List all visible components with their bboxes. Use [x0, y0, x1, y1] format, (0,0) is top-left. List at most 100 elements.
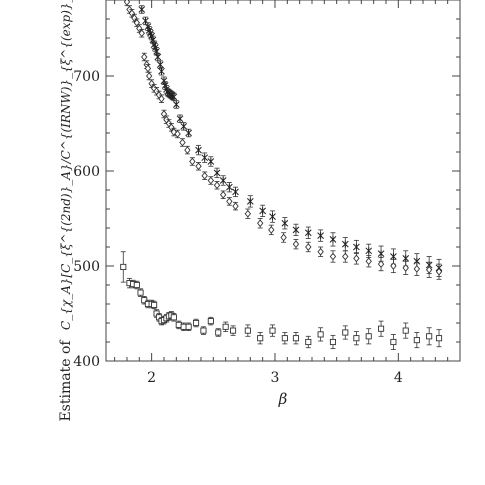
series-diamond: [123, 0, 443, 280]
data-point-square: [257, 332, 264, 345]
data-point-diamond: [145, 71, 153, 81]
data-point-square: [192, 318, 200, 328]
data-point-square: [317, 327, 324, 342]
data-point-square: [175, 320, 182, 330]
data-point-diamond: [179, 138, 186, 147]
data-point-diamond: [207, 176, 215, 185]
data-point-diamond: [257, 218, 264, 229]
data-point-star: [195, 144, 202, 156]
data-point-star: [225, 181, 233, 193]
data-point-square: [185, 322, 192, 332]
data-point-square: [292, 332, 300, 345]
data-point-square: [229, 325, 237, 336]
data-point-star: [213, 167, 221, 179]
data-point-square: [222, 321, 229, 332]
data-point-square: [390, 333, 397, 351]
data-point-diamond: [189, 157, 196, 166]
data-point-star: [353, 239, 360, 255]
data-point-star: [172, 100, 180, 109]
data-point-diamond: [305, 241, 312, 253]
data-point-diamond: [244, 208, 252, 219]
y-tick-label: 700: [73, 69, 100, 85]
data-point-square: [269, 324, 276, 337]
data-point-diamond: [425, 261, 433, 278]
data-point-star: [138, 5, 146, 14]
axis-ticks: [106, 0, 460, 362]
data-point-diamond: [402, 260, 409, 275]
data-point-star: [207, 156, 215, 167]
data-point-star: [160, 76, 168, 85]
data-point-square: [120, 251, 127, 283]
x-tick-label: 3: [271, 370, 280, 386]
data-point-star: [232, 186, 239, 198]
data-point-star: [170, 92, 178, 102]
data-point-diamond: [226, 197, 233, 206]
data-point-star: [341, 237, 349, 252]
data-point-diamond: [353, 252, 360, 265]
data-point-star: [176, 114, 184, 123]
data-point-diamond: [365, 255, 372, 268]
data-point-diamond: [377, 257, 385, 272]
data-point-star: [317, 229, 324, 242]
data-point-star: [201, 152, 209, 163]
x-tick-label: 2: [147, 370, 156, 386]
data-point-star: [269, 210, 276, 223]
data-point-square: [435, 329, 443, 348]
data-point-diamond: [342, 250, 349, 263]
data-point-square: [413, 332, 420, 349]
y-axis-title: Estimate of C_{χ_A}[C_{ξ^{(2nd)}_A}/C^{(…: [58, 0, 74, 422]
x-tick-label: 4: [394, 370, 403, 386]
plot-frame: [105, 0, 461, 362]
data-point-square: [402, 322, 409, 339]
data-point-square: [244, 324, 251, 337]
data-point-square: [305, 335, 312, 349]
y-axis-title-prefix: Estimate of: [58, 339, 74, 422]
data-point-square: [426, 327, 433, 346]
data-point-diamond: [138, 29, 145, 38]
series-star: [138, 5, 443, 277]
data-point-star: [154, 52, 162, 62]
data-point-diamond: [158, 94, 165, 103]
data-point-star: [329, 232, 337, 247]
data-point-diamond: [213, 181, 221, 190]
data-point-star: [185, 128, 192, 138]
data-point-square: [281, 332, 288, 345]
data-point-square: [342, 325, 349, 340]
data-point-diamond: [195, 162, 202, 171]
data-point-diamond: [131, 13, 138, 23]
data-point-diamond: [292, 238, 300, 250]
tick-labels: 2 3 4 400 500 600 700: [73, 69, 403, 386]
data-point-diamond: [329, 250, 337, 263]
data-point-diamond: [201, 171, 208, 180]
data-point-diamond: [219, 190, 227, 199]
data-point-square: [329, 334, 337, 350]
data-point-square: [353, 331, 360, 346]
data-point-square: [137, 288, 144, 297]
data-point-square: [365, 328, 372, 345]
data-point-diamond: [141, 52, 148, 62]
data-point-diamond: [280, 232, 287, 243]
y-tick-label: 600: [73, 164, 100, 180]
x-axis-title: β: [278, 390, 288, 408]
data-point-square: [170, 313, 177, 322]
data-point-diamond: [184, 145, 191, 155]
data-point-star: [180, 122, 188, 131]
data-point-star: [304, 226, 312, 239]
data-point-diamond: [144, 64, 152, 73]
data-point-star: [281, 217, 289, 230]
data-point-star: [292, 223, 300, 237]
data-point-diamond: [413, 261, 421, 276]
data-point-diamond: [148, 79, 155, 88]
data-point-diamond: [268, 224, 275, 236]
data-point-diamond: [168, 123, 175, 132]
data-point-star: [246, 195, 254, 208]
data-point-star: [149, 35, 157, 45]
data-point-square: [200, 326, 207, 335]
data-point-square: [215, 328, 222, 337]
data-point-diamond: [317, 246, 324, 257]
y-axis-title-text: Estimate of C_{χ_A}[C_{ξ^{(2nd)}_A}/C^{(…: [58, 0, 74, 422]
data-point-star: [158, 67, 165, 76]
data-point-star: [259, 204, 267, 218]
data-point-square: [378, 320, 385, 337]
